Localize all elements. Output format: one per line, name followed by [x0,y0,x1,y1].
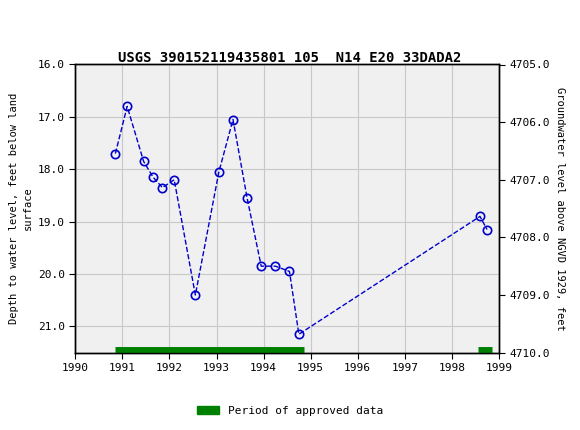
Y-axis label: Depth to water level, feet below land
surface: Depth to water level, feet below land su… [9,93,32,324]
Text: ▒USGS: ▒USGS [9,15,67,37]
Legend: Period of approved data: Period of approved data [193,401,387,420]
Text: USGS 390152119435801 105  N14 E20 33DADA2: USGS 390152119435801 105 N14 E20 33DADA2 [118,51,462,65]
Y-axis label: Groundwater level above NGVD 1929, feet: Groundwater level above NGVD 1929, feet [555,87,566,330]
